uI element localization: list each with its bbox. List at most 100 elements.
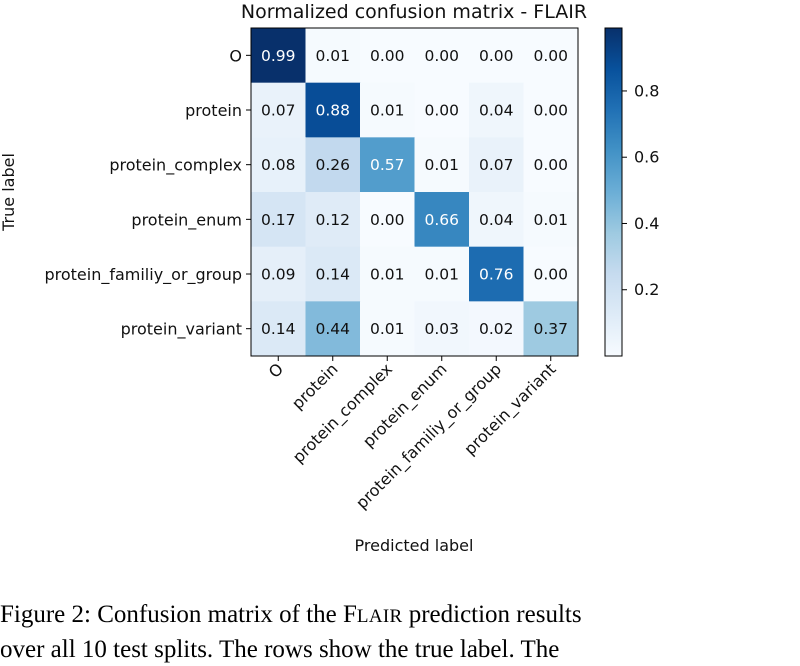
matrix-cell xyxy=(414,246,470,302)
cell-value-label: 0.00 xyxy=(370,211,405,229)
cell-value-label: 0.26 xyxy=(315,156,350,174)
row-tick-label: protein_enum xyxy=(131,210,242,230)
matrix-cell xyxy=(251,28,306,84)
matrix-cell xyxy=(469,301,524,357)
matrix-cell xyxy=(523,82,579,138)
matrix-cell xyxy=(251,82,306,138)
cell-value-label: 0.00 xyxy=(424,47,459,65)
matrix-cell xyxy=(305,301,361,357)
matrix-cell xyxy=(414,137,470,193)
matrix-cell xyxy=(360,82,415,138)
cell-value-label: 0.08 xyxy=(261,156,296,174)
matrix-cell xyxy=(469,246,524,302)
matrix-cell xyxy=(251,301,306,357)
matrix-cell xyxy=(414,82,470,138)
confusion-matrix-figure: Normalized confusion matrix - FLAIR True… xyxy=(0,1,659,555)
cell-value-label: 0.01 xyxy=(370,266,405,284)
cell-value-label: 0.04 xyxy=(479,211,514,229)
row-tick-label: protein_complex xyxy=(109,156,242,176)
matrix-frame xyxy=(250,27,579,357)
matrix-cell xyxy=(360,192,415,248)
cell-value-label: 0.02 xyxy=(479,320,514,338)
cell-value-label: 0.00 xyxy=(424,102,459,120)
cell-value-label: 0.01 xyxy=(315,47,350,65)
cell-value-label: 0.14 xyxy=(261,320,296,338)
matrix-cell xyxy=(305,246,361,302)
matrix-cell xyxy=(305,192,361,248)
cell-value-label: 0.00 xyxy=(370,47,405,65)
column-tick-label: protein xyxy=(288,359,342,413)
matrix-cell xyxy=(469,28,524,84)
matrix-cell xyxy=(469,137,524,193)
cell-value-label: 0.44 xyxy=(315,320,350,338)
caption-line-1-suffix: prediction results xyxy=(402,601,582,628)
matrix-cell-labels: 0.99 0.01 0.00 0.00 0.00 0.00 0.07 0.88 0.01 0.00… xyxy=(261,47,568,338)
cell-value-label: 0.01 xyxy=(533,211,568,229)
x-axis-label: Predicted label xyxy=(355,536,474,555)
cell-value-label: 0.09 xyxy=(261,266,296,284)
matrix-cell xyxy=(305,82,361,138)
matrix-cell xyxy=(414,301,470,357)
matrix-cell xyxy=(523,246,579,302)
colorbar-tick-label: 0.4 xyxy=(634,214,659,233)
cell-value-label: 0.07 xyxy=(261,102,296,120)
column-tick-label: O xyxy=(265,359,287,381)
figure-caption: Figure 2: Confusion matrix of the FLAIR … xyxy=(0,598,800,666)
caption-line-1-prefix: Figure 2: Confusion matrix of the F xyxy=(0,601,357,628)
cell-value-label: 0.99 xyxy=(261,47,296,65)
y-axis-label: True label xyxy=(0,153,18,232)
matrix-cell xyxy=(305,28,361,84)
cell-value-label: 0.01 xyxy=(424,266,459,284)
colorbar-ticks: 0.8 0.6 0.4 0.2 xyxy=(622,81,659,299)
caption-flair-smallcaps: LAIR xyxy=(356,606,403,627)
colorbar-tick-label: 0.2 xyxy=(634,280,659,299)
column-tick-label: protein_complex xyxy=(289,359,397,467)
matrix-cell xyxy=(469,192,524,248)
cell-value-label: 0.01 xyxy=(370,320,405,338)
cell-value-label: 0.01 xyxy=(424,156,459,174)
cell-value-label: 0.00 xyxy=(533,102,568,120)
cell-value-label: 0.17 xyxy=(261,211,296,229)
cell-value-label: 0.00 xyxy=(533,47,568,65)
cell-value-label: 0.00 xyxy=(533,156,568,174)
cell-value-label: 0.01 xyxy=(370,102,405,120)
matrix-cell xyxy=(251,246,306,302)
cell-value-label: 0.03 xyxy=(424,320,459,338)
cell-value-label: 0.88 xyxy=(315,102,350,120)
cell-value-label: 0.07 xyxy=(479,156,514,174)
cell-value-label: 0.57 xyxy=(370,156,405,174)
cell-value-label: 0.37 xyxy=(533,320,568,338)
matrix-cell xyxy=(360,137,415,193)
matrix-cell xyxy=(251,137,306,193)
matrix-cell xyxy=(523,137,579,193)
caption-line-2: over all 10 test splits. The rows show t… xyxy=(0,636,560,663)
matrix-cell xyxy=(414,192,470,248)
matrix-cell xyxy=(360,28,415,84)
row-tick-label: O xyxy=(229,46,242,65)
cell-value-label: 0.00 xyxy=(479,47,514,65)
row-tick-label: protein_familiy_or_group xyxy=(44,265,242,285)
matrix-cells xyxy=(251,28,579,357)
matrix-cell xyxy=(360,301,415,357)
matrix-cell xyxy=(523,192,579,248)
matrix-cell xyxy=(305,137,361,193)
cell-value-label: 0.12 xyxy=(315,211,350,229)
cell-value-label: 0.76 xyxy=(479,266,514,284)
matrix-cell xyxy=(523,28,579,84)
matrix-cell xyxy=(523,301,579,357)
caption-line-1: Figure 2: Confusion matrix of the FLAIR … xyxy=(0,598,800,633)
colorbar-tick-label: 0.6 xyxy=(634,148,659,167)
colorbar xyxy=(604,27,623,357)
row-tick-label: protein_variant xyxy=(121,320,242,340)
matrix-cell xyxy=(414,28,470,84)
cell-value-label: 0.04 xyxy=(479,102,514,120)
cell-value-label: 0.66 xyxy=(424,211,459,229)
row-tick-label: protein xyxy=(185,101,242,120)
matrix-cell xyxy=(251,192,306,248)
cell-value-label: 0.14 xyxy=(315,266,350,284)
cell-value-label: 0.00 xyxy=(533,266,568,284)
matrix-cell xyxy=(360,246,415,302)
colorbar-tick-label: 0.8 xyxy=(634,81,659,100)
